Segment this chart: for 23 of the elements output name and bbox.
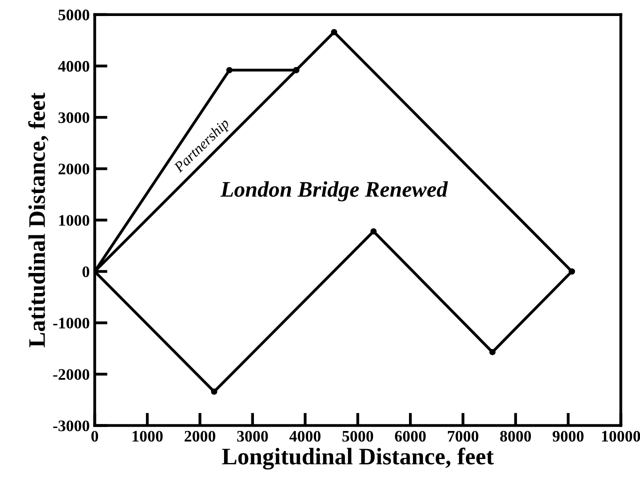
y-tick-label: -1000 — [53, 318, 90, 329]
x-tick-label: 4000 — [289, 430, 321, 442]
x-tick-label: 5000 — [342, 430, 374, 442]
x-tick-label: 1000 — [132, 430, 163, 442]
y-tick-label: 0 — [82, 266, 90, 278]
x-tick-label: 6000 — [394, 430, 426, 442]
annotation: London Bridge Renewed — [220, 181, 448, 202]
x-tick-label: 3000 — [237, 430, 268, 442]
x-tick-label: 2000 — [184, 430, 216, 442]
y-tick-label: 1000 — [59, 215, 90, 226]
y-tick-label: -2000 — [53, 369, 90, 380]
x-axis-title: Longitudinal Distance, feet — [222, 448, 494, 470]
y-tick-label: 4000 — [58, 60, 90, 72]
y-tick-label: 5000 — [58, 10, 90, 20]
y-axis-title: Latitudinal Distance, feet — [28, 92, 48, 348]
x-tick-label: 10000 — [602, 430, 640, 442]
y-tick-label: -3000 — [53, 420, 90, 432]
x-tick-label: 7000 — [448, 430, 478, 442]
x-tick-label: 8000 — [500, 430, 531, 442]
x-tick-label: 9000 — [552, 430, 584, 442]
y-tick-label: 3000 — [58, 112, 90, 124]
y-tick-label: 2000 — [58, 164, 90, 174]
x-tick-label: 0 — [91, 430, 98, 442]
